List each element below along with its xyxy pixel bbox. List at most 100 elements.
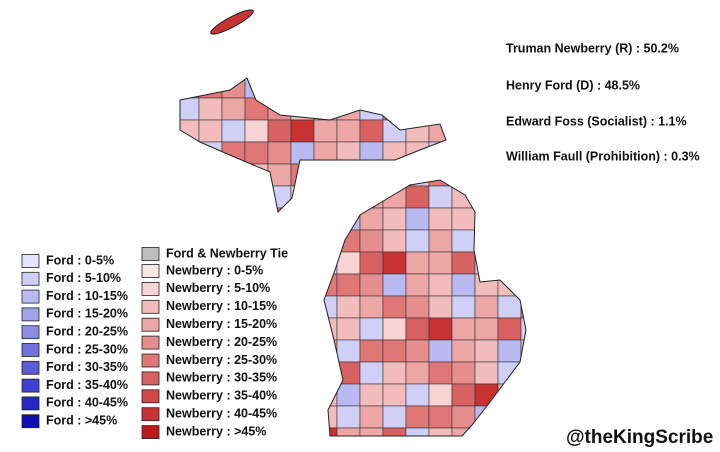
county (267, 273, 292, 297)
result-line: Truman Newberry (R) : 50.2% (506, 41, 679, 55)
legend-swatch (141, 389, 160, 404)
county (497, 317, 522, 341)
county (290, 229, 315, 253)
legend-label: Ford : 30-35% (46, 360, 128, 374)
result-line: Henry Ford (D) : 48.5% (506, 78, 640, 92)
county (497, 295, 522, 319)
watermark: @theKingScribe (566, 427, 713, 448)
county (382, 295, 407, 319)
county (267, 141, 292, 165)
county (451, 251, 476, 275)
county (244, 185, 269, 209)
county (336, 119, 361, 143)
county (336, 383, 361, 407)
county (336, 78, 361, 99)
county (290, 207, 315, 231)
county (428, 185, 453, 209)
county (520, 229, 526, 253)
county (382, 141, 407, 165)
county (336, 163, 361, 187)
county (474, 163, 499, 187)
legend-label: Newberry : 30-35% (166, 371, 277, 385)
county (474, 317, 499, 341)
county (405, 119, 430, 143)
county (180, 163, 200, 187)
county (520, 251, 526, 275)
result-line: Edward Foss (Socialist) : 1.1% (506, 114, 687, 128)
county (382, 339, 407, 363)
county (290, 141, 315, 165)
legend-swatch (141, 281, 160, 296)
legend-swatch (141, 335, 160, 350)
county (198, 185, 223, 209)
county (405, 273, 430, 297)
county (405, 361, 430, 385)
county (313, 163, 338, 187)
county (474, 185, 499, 209)
county (336, 185, 361, 209)
county (474, 119, 499, 143)
county (313, 273, 338, 297)
county (313, 119, 338, 143)
county (474, 273, 499, 297)
county (405, 295, 430, 319)
county (244, 78, 269, 99)
county (244, 141, 269, 165)
county (359, 295, 384, 319)
county (267, 185, 292, 209)
county (382, 78, 407, 99)
legend-swatch (141, 247, 160, 261)
county (497, 163, 522, 187)
county (359, 97, 384, 121)
county (474, 251, 499, 275)
legend-label: Newberry : 25-30% (166, 353, 277, 367)
county (382, 405, 407, 429)
county (428, 163, 453, 187)
county (382, 273, 407, 297)
county (520, 273, 526, 297)
county (405, 317, 430, 341)
legend-swatch (141, 353, 160, 368)
legend-swatch (21, 325, 40, 340)
county (198, 119, 223, 143)
legend-swatch (141, 317, 160, 332)
county (221, 163, 246, 187)
county (359, 273, 384, 297)
county (474, 427, 499, 436)
legend-label: Ford : 35-40% (46, 378, 128, 392)
legend-label: Ford : 20-25% (46, 324, 128, 338)
legend-swatch (21, 307, 40, 322)
county (359, 163, 384, 187)
county (313, 229, 338, 253)
legend-label: Newberry : >45% (166, 424, 266, 438)
county (198, 78, 223, 99)
county (359, 207, 384, 231)
lower-peninsula-outline (323, 179, 527, 437)
county (520, 317, 526, 341)
county (359, 141, 384, 165)
county (405, 78, 430, 99)
county (451, 97, 476, 121)
county (290, 339, 315, 363)
legend-label: Ford : 15-20% (46, 307, 128, 321)
county (382, 383, 407, 407)
legend-label: Newberry : 35-40% (166, 389, 277, 403)
county (290, 251, 315, 275)
county (428, 251, 453, 275)
county (428, 339, 453, 363)
county (520, 361, 526, 385)
county (451, 361, 476, 385)
county (451, 383, 476, 407)
county (244, 163, 269, 187)
county (382, 229, 407, 253)
county (244, 207, 269, 231)
county (405, 427, 430, 436)
county (290, 405, 315, 429)
county (290, 185, 315, 209)
county (198, 97, 223, 121)
county (451, 339, 476, 363)
county (451, 141, 476, 165)
county (290, 361, 315, 385)
county (267, 427, 292, 436)
legend-swatch (21, 360, 40, 375)
